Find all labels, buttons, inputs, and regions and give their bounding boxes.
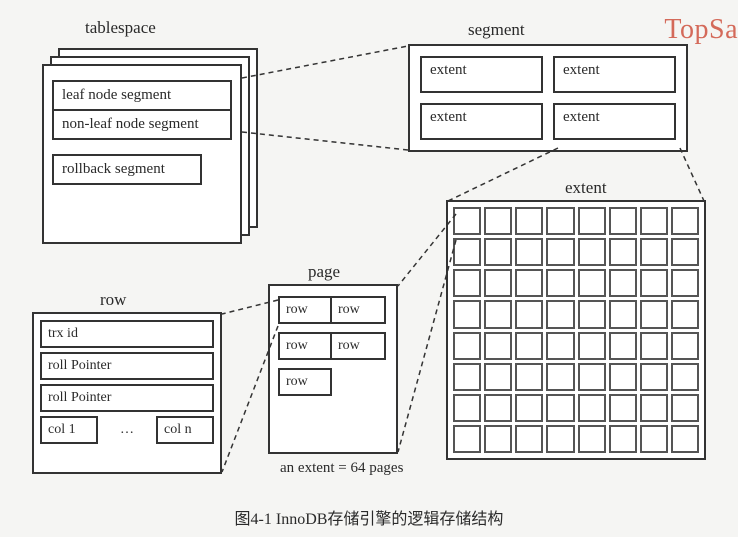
extent-page-cell <box>578 238 606 266</box>
page-box: row row row row row <box>268 284 398 454</box>
extent-page-cell <box>671 425 699 453</box>
extent-page-cell <box>515 300 543 328</box>
extent-page-cell <box>578 269 606 297</box>
extent-page-cell <box>671 394 699 422</box>
segment-label: segment <box>468 20 525 40</box>
tablespace-box: leaf node segment non-leaf node segment … <box>42 64 242 244</box>
extent-page-cell <box>546 363 574 391</box>
row-col-dots: … <box>104 422 150 438</box>
row-col-first: col 1 <box>40 416 98 444</box>
extent-page-cell <box>640 394 668 422</box>
extent-page-cell <box>515 332 543 360</box>
extent-page-cell <box>640 238 668 266</box>
extent-page-cell <box>640 332 668 360</box>
extent-page-cell <box>671 238 699 266</box>
extent-page-cell <box>609 238 637 266</box>
tablespace-item: rollback segment <box>52 154 202 185</box>
extent-page-cell <box>609 363 637 391</box>
extent-page-cell <box>484 394 512 422</box>
extent-page-cell <box>546 269 574 297</box>
extent-note: an extent = 64 pages <box>280 460 403 477</box>
extent-page-cell <box>609 425 637 453</box>
extent-page-cell <box>453 238 481 266</box>
page-label: page <box>308 262 340 282</box>
extent-page-cell <box>515 363 543 391</box>
extent-page-cell <box>546 425 574 453</box>
row-item: roll Pointer <box>40 384 214 412</box>
extent-page-cell <box>453 332 481 360</box>
extent-page-cell <box>671 300 699 328</box>
extent-page-cell <box>640 269 668 297</box>
extent-page-cell <box>515 238 543 266</box>
page-row-cell: row <box>332 332 386 360</box>
extent-label: extent <box>565 178 607 198</box>
page-row-cell: row <box>278 332 332 360</box>
page-row-cell: row <box>332 296 386 324</box>
extent-page-cell <box>484 300 512 328</box>
extent-page-cell <box>546 300 574 328</box>
segment-extent-cell: extent <box>553 103 676 140</box>
extent-page-cell <box>671 363 699 391</box>
extent-page-cell <box>578 300 606 328</box>
extent-page-cell <box>640 363 668 391</box>
extent-page-cell <box>609 207 637 235</box>
extent-page-cell <box>453 269 481 297</box>
page-row-cell: row <box>278 296 332 324</box>
extent-page-cell <box>671 332 699 360</box>
extent-page-cell <box>484 363 512 391</box>
extent-page-cell <box>640 207 668 235</box>
extent-page-cell <box>609 269 637 297</box>
extent-page-cell <box>609 332 637 360</box>
extent-page-cell <box>484 207 512 235</box>
row-box: trx id roll Pointer roll Pointer col 1 …… <box>32 312 222 474</box>
extent-page-cell <box>453 394 481 422</box>
tablespace-item: non-leaf node segment <box>52 111 232 140</box>
extent-page-cell <box>515 269 543 297</box>
extent-page-cell <box>578 207 606 235</box>
row-col-last: col n <box>156 416 214 444</box>
extent-page-cell <box>453 363 481 391</box>
extent-page-cell <box>546 332 574 360</box>
extent-page-cell <box>640 300 668 328</box>
extent-page-cell <box>671 269 699 297</box>
extent-grid <box>446 200 706 460</box>
extent-page-cell <box>515 394 543 422</box>
extent-page-cell <box>546 238 574 266</box>
extent-page-cell <box>515 207 543 235</box>
tablespace-item: leaf node segment <box>52 80 232 111</box>
extent-page-cell <box>484 425 512 453</box>
page-row-cell: row <box>278 368 332 396</box>
extent-page-cell <box>546 394 574 422</box>
segment-extent-cell: extent <box>420 103 543 140</box>
watermark-text: TopSa <box>664 14 738 46</box>
extent-page-cell <box>546 207 574 235</box>
row-label: row <box>100 290 126 310</box>
extent-page-cell <box>640 425 668 453</box>
extent-page-cell <box>515 425 543 453</box>
extent-page-cell <box>578 394 606 422</box>
extent-page-cell <box>484 332 512 360</box>
extent-page-cell <box>578 332 606 360</box>
extent-page-cell <box>453 300 481 328</box>
extent-page-cell <box>484 238 512 266</box>
figure-caption: 图4-1 InnoDB存储引擎的逻辑存储结构 <box>0 505 738 529</box>
segment-box: extent extent extent extent <box>408 44 688 152</box>
extent-page-cell <box>578 425 606 453</box>
segment-extent-cell: extent <box>553 56 676 93</box>
extent-page-cell <box>578 363 606 391</box>
extent-page-cell <box>609 300 637 328</box>
extent-page-cell <box>453 425 481 453</box>
tablespace-label: tablespace <box>85 18 156 38</box>
extent-page-cell <box>671 207 699 235</box>
segment-extent-cell: extent <box>420 56 543 93</box>
extent-page-cell <box>484 269 512 297</box>
row-item: roll Pointer <box>40 352 214 380</box>
extent-page-cell <box>453 207 481 235</box>
row-item: trx id <box>40 320 214 348</box>
extent-page-cell <box>609 394 637 422</box>
